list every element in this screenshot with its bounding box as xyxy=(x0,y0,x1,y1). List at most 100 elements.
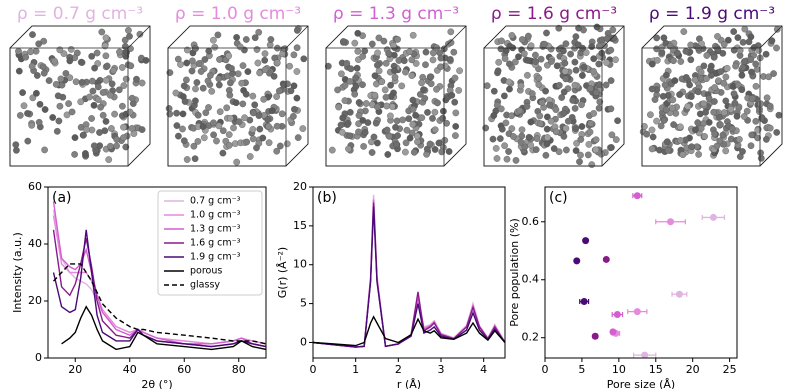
atom xyxy=(355,112,363,119)
atom xyxy=(694,119,702,126)
atom xyxy=(414,138,421,146)
atom xyxy=(527,42,535,50)
structure-image xyxy=(639,25,783,167)
atom xyxy=(687,93,695,100)
atom xyxy=(695,151,702,158)
atom xyxy=(659,92,667,100)
atom xyxy=(680,28,688,35)
atom xyxy=(183,59,191,67)
atom xyxy=(544,113,551,121)
atom xyxy=(765,73,773,81)
atom xyxy=(71,134,79,141)
atom xyxy=(668,104,676,112)
atom xyxy=(233,158,241,166)
atom xyxy=(528,90,536,97)
atom xyxy=(588,161,596,168)
atom xyxy=(172,89,180,97)
atom xyxy=(265,139,273,147)
atom xyxy=(694,88,702,96)
axes-frame xyxy=(544,186,738,359)
atom xyxy=(192,45,199,52)
atom xyxy=(52,80,60,88)
atom xyxy=(391,67,398,75)
atom xyxy=(536,112,544,120)
atom xyxy=(67,46,75,53)
atom xyxy=(82,150,89,157)
atom xyxy=(440,107,447,115)
atom xyxy=(433,85,440,93)
atom xyxy=(394,36,401,43)
atom xyxy=(390,42,397,49)
atom xyxy=(362,100,370,107)
atom xyxy=(452,132,459,139)
atom xyxy=(239,100,247,108)
atom xyxy=(256,69,263,77)
cube-outline xyxy=(325,25,467,167)
atom xyxy=(505,148,512,155)
atom xyxy=(346,108,354,116)
atom xyxy=(431,126,439,134)
atom xyxy=(197,68,205,75)
atom xyxy=(382,93,390,101)
atom xyxy=(555,24,563,32)
atom xyxy=(741,25,749,33)
atom xyxy=(78,78,86,86)
atom xyxy=(722,73,730,81)
atom xyxy=(727,105,735,113)
atom xyxy=(113,142,120,150)
atom xyxy=(66,57,74,65)
atom xyxy=(418,79,425,87)
legend-label: 1.3 g cm⁻³ xyxy=(190,224,241,235)
atom xyxy=(102,76,110,84)
atom xyxy=(261,50,269,57)
x-tick-label: 80 xyxy=(232,363,246,376)
atom xyxy=(207,72,214,79)
atom xyxy=(275,87,283,95)
atom xyxy=(434,99,441,107)
atom xyxy=(429,56,437,64)
y-tick-label: 5 xyxy=(300,297,307,310)
atom xyxy=(715,77,722,85)
atom xyxy=(561,59,569,67)
atom xyxy=(24,110,31,117)
atom xyxy=(93,49,101,57)
atom xyxy=(142,57,150,64)
atom xyxy=(436,49,444,57)
atom xyxy=(595,104,603,112)
atom xyxy=(612,136,620,143)
atom xyxy=(501,55,509,62)
legend-label: 0.7 g cm⁻³ xyxy=(190,196,241,207)
atom xyxy=(717,68,725,75)
line xyxy=(313,198,505,348)
atom xyxy=(406,48,414,55)
line xyxy=(313,200,505,348)
x-axis-label: r (Å) xyxy=(397,378,421,389)
atom xyxy=(412,111,419,119)
atom xyxy=(54,92,62,100)
atom xyxy=(354,29,362,37)
point xyxy=(573,257,581,265)
atom xyxy=(246,153,254,160)
atom xyxy=(276,142,284,150)
atom xyxy=(113,136,121,143)
panel-label: (c) xyxy=(549,190,568,206)
atom xyxy=(409,31,417,39)
atom xyxy=(382,59,390,67)
atom xyxy=(328,146,336,154)
atom xyxy=(180,137,188,145)
atom xyxy=(590,55,598,63)
atom xyxy=(768,37,776,45)
atom xyxy=(586,128,594,136)
atom xyxy=(89,87,97,95)
atom xyxy=(36,100,44,108)
atom xyxy=(489,135,497,143)
atom xyxy=(722,97,730,105)
atom xyxy=(293,94,301,102)
atom xyxy=(122,143,130,151)
atom xyxy=(517,82,525,90)
atom xyxy=(748,68,755,76)
atom xyxy=(202,109,210,117)
atom xyxy=(96,129,103,136)
atom xyxy=(422,48,430,56)
atom xyxy=(88,52,96,60)
